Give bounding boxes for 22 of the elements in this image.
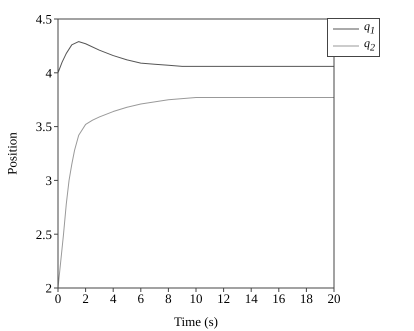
y-tick-label: 2 — [46, 280, 52, 296]
x-tick-label: 18 — [300, 291, 313, 306]
x-tick-label: 16 — [272, 291, 286, 306]
x-tick-label: 12 — [217, 291, 230, 306]
y-tick-label: 2.5 — [36, 226, 52, 242]
x-axis-title: Time (s) — [174, 314, 218, 329]
y-tick-label: 3.5 — [36, 119, 52, 134]
x-tick-label: 20 — [328, 291, 340, 306]
x-tick-label: 8 — [165, 291, 172, 306]
legend-label: q$_{2}$ — [364, 36, 375, 55]
x-tick-label: 4 — [110, 291, 117, 306]
y-tick-label: 4 — [46, 65, 52, 80]
y-axis-title: Position — [4, 132, 20, 175]
x-tick-label: 6 — [138, 291, 145, 306]
x-tick-label: 0 — [54, 291, 62, 306]
y-tick-label: 3 — [46, 173, 52, 188]
x-tick-label: 2 — [82, 291, 89, 306]
line-series — [58, 41, 334, 74]
legend-label: q$_{1}$ — [364, 19, 375, 38]
y-tick-label: 4.5 — [36, 12, 52, 27]
x-tick-label: 14 — [244, 291, 258, 306]
x-tick-label: 10 — [190, 291, 202, 306]
